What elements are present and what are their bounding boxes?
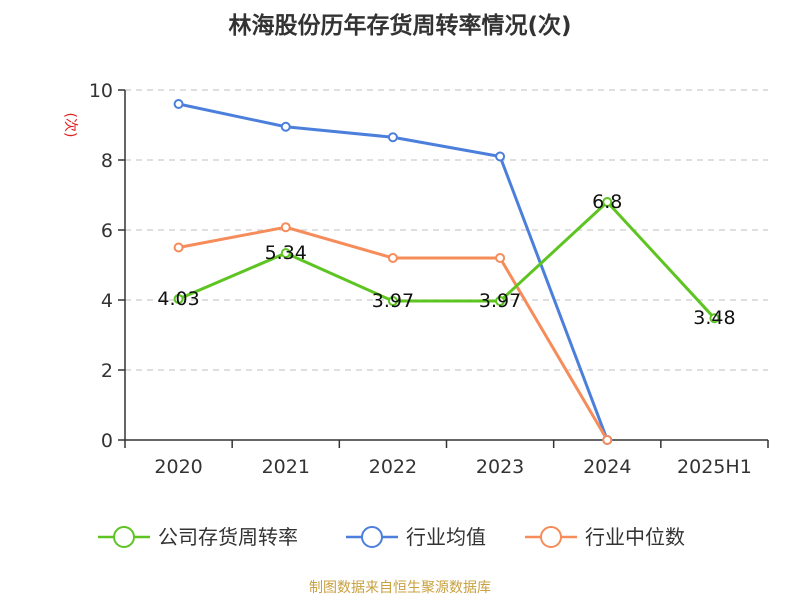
axes	[124, 90, 768, 441]
data-point-company	[280, 248, 291, 259]
data-point-company	[173, 293, 184, 304]
x-tick-label: 2021	[262, 456, 310, 478]
data-labels: 4.03 5.34 3.97 3.97 6.8 3.48	[157, 191, 735, 329]
legend-marker-icon	[361, 526, 383, 548]
data-point-company	[387, 296, 398, 307]
data-point-industry_avg	[387, 132, 398, 143]
series-lines	[177, 102, 716, 441]
chart-title: 林海股份历年存货周转率情况(次)	[228, 13, 572, 39]
series-line-company	[177, 200, 716, 320]
legend-label: 公司存货周转率	[158, 525, 298, 549]
legend-label: 行业中位数	[585, 525, 685, 549]
data-point-industry_median	[173, 242, 184, 253]
data-label: 5.34	[265, 242, 307, 264]
y-axis-unit-label: (次)	[62, 113, 78, 138]
legend-item-industry_avg[interactable]: 行业均值	[346, 525, 486, 549]
y-axis-ticks: 0 2 4 6 8 10	[89, 80, 125, 452]
series-points	[173, 99, 720, 445]
y-tick-label: 4	[101, 290, 113, 312]
data-label: 3.97	[479, 290, 521, 312]
data-point-industry_median	[280, 222, 291, 233]
data-label: 6.8	[592, 191, 622, 213]
data-label: 3.48	[693, 307, 735, 329]
x-tick-label: 2025H1	[677, 456, 752, 478]
data-point-industry_median	[495, 253, 506, 263]
data-label: 4.03	[157, 288, 199, 310]
data-point-industry_avg	[173, 99, 184, 109]
x-axis-ticks: 2020 2021 2022 2023 2024 2025H1	[124, 440, 769, 478]
legend-item-industry_median[interactable]: 行业中位数	[525, 525, 685, 549]
grid-lines	[125, 89, 768, 371]
legend-marker-icon	[113, 526, 135, 548]
y-tick-label: 0	[101, 430, 113, 452]
x-tick-label: 2024	[583, 456, 631, 478]
data-point-industry_median	[387, 253, 398, 263]
legend-label: 行业均值	[406, 525, 486, 549]
legend-item-company[interactable]: 公司存货周转率	[98, 525, 298, 549]
y-tick-label: 2	[101, 360, 113, 382]
x-tick-label: 2023	[476, 456, 524, 478]
data-label: 3.97	[372, 290, 414, 312]
y-tick-label: 8	[101, 150, 113, 172]
data-point-company	[602, 197, 613, 207]
x-tick-label: 2020	[154, 456, 202, 478]
data-point-company	[709, 313, 720, 324]
legend-marker-icon	[540, 526, 562, 548]
legend[interactable]: 公司存货周转率 行业均值 行业中位数	[98, 525, 685, 549]
source-note: 制图数据来自恒生聚源数据库	[309, 580, 491, 596]
x-tick-label: 2022	[369, 456, 417, 478]
data-point-company	[495, 296, 506, 307]
data-point-industry_avg	[495, 151, 506, 162]
y-tick-label: 6	[101, 220, 113, 242]
data-point-industry_avg	[280, 121, 291, 132]
data-point-industry_median	[602, 435, 613, 445]
y-tick-label: 10	[89, 80, 113, 102]
